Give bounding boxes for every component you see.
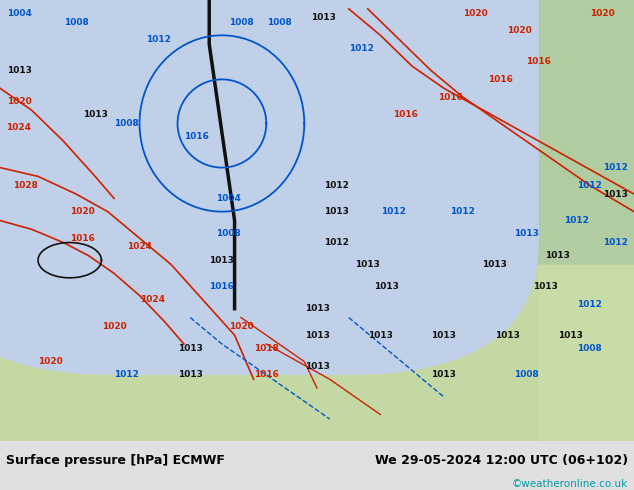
- Text: ©weatheronline.co.uk: ©weatheronline.co.uk: [512, 479, 628, 489]
- Text: 1013: 1013: [304, 362, 330, 370]
- Text: 1024: 1024: [127, 243, 152, 251]
- Text: 1016: 1016: [70, 234, 95, 243]
- Text: 1020: 1020: [228, 322, 254, 331]
- Text: 1012: 1012: [577, 181, 602, 190]
- Text: 1020: 1020: [70, 207, 95, 216]
- Text: 1020: 1020: [463, 9, 488, 18]
- Text: 1020: 1020: [507, 26, 533, 35]
- Text: 1020: 1020: [6, 97, 32, 106]
- Text: 1012: 1012: [380, 207, 406, 216]
- Text: 1028: 1028: [13, 181, 38, 190]
- Text: 1013: 1013: [82, 110, 108, 119]
- Text: 1016: 1016: [254, 370, 279, 379]
- Text: 1016: 1016: [184, 132, 209, 141]
- FancyBboxPatch shape: [0, 0, 539, 375]
- Text: Surface pressure [hPa] ECMWF: Surface pressure [hPa] ECMWF: [6, 454, 225, 467]
- Text: 1020: 1020: [38, 357, 63, 366]
- Text: 1013: 1013: [558, 331, 583, 340]
- Text: 1013: 1013: [545, 251, 571, 260]
- Text: 1024: 1024: [6, 123, 32, 132]
- Text: 1016: 1016: [437, 93, 463, 101]
- Text: 1012: 1012: [602, 238, 628, 247]
- Text: 1004: 1004: [6, 9, 32, 18]
- Text: 1016: 1016: [526, 57, 552, 66]
- Text: 1013: 1013: [323, 207, 349, 216]
- Text: 1020: 1020: [101, 322, 127, 331]
- FancyBboxPatch shape: [158, 0, 634, 490]
- Text: 1013: 1013: [178, 370, 203, 379]
- Text: 1012: 1012: [564, 216, 590, 225]
- Text: 1008: 1008: [216, 229, 241, 238]
- Text: 1024: 1024: [139, 295, 165, 304]
- Text: 1012: 1012: [146, 35, 171, 44]
- Text: 1008: 1008: [228, 18, 254, 26]
- Text: 1013: 1013: [374, 282, 399, 291]
- Text: 1016: 1016: [209, 282, 235, 291]
- Text: 1008: 1008: [266, 18, 292, 26]
- Text: 1013: 1013: [6, 66, 32, 75]
- Text: 1013: 1013: [368, 331, 393, 340]
- Text: 1013: 1013: [304, 304, 330, 313]
- Text: 1013: 1013: [311, 13, 336, 22]
- Text: 1013: 1013: [533, 282, 558, 291]
- Text: 1013: 1013: [304, 331, 330, 340]
- Text: 1018: 1018: [254, 344, 279, 353]
- Text: 1013: 1013: [495, 331, 520, 340]
- FancyBboxPatch shape: [158, 0, 634, 265]
- Text: 1013: 1013: [482, 260, 507, 269]
- Text: 1012: 1012: [602, 163, 628, 172]
- Text: 1004: 1004: [216, 194, 241, 203]
- Text: 1013: 1013: [431, 331, 456, 340]
- Text: 1012: 1012: [349, 44, 374, 53]
- FancyBboxPatch shape: [0, 110, 539, 490]
- Text: 1013: 1013: [514, 229, 539, 238]
- Text: 1012: 1012: [577, 300, 602, 309]
- Text: 1008: 1008: [514, 370, 539, 379]
- Text: 1020: 1020: [590, 9, 615, 18]
- Text: 1016: 1016: [393, 110, 418, 119]
- Text: 1016: 1016: [488, 75, 514, 84]
- Text: 1013: 1013: [602, 190, 628, 198]
- Text: 1013: 1013: [178, 344, 203, 353]
- FancyBboxPatch shape: [0, 0, 304, 490]
- Text: 1012: 1012: [450, 207, 476, 216]
- Text: 1012: 1012: [114, 370, 139, 379]
- Text: 1013: 1013: [209, 256, 235, 265]
- Text: 1012: 1012: [323, 238, 349, 247]
- Text: 1008: 1008: [63, 18, 89, 26]
- Text: 1012: 1012: [323, 181, 349, 190]
- Text: We 29-05-2024 12:00 UTC (06+102): We 29-05-2024 12:00 UTC (06+102): [375, 454, 628, 467]
- Text: 1008: 1008: [577, 344, 602, 353]
- Text: 1008: 1008: [114, 119, 139, 128]
- Text: 1013: 1013: [355, 260, 380, 269]
- Text: 1013: 1013: [431, 370, 456, 379]
